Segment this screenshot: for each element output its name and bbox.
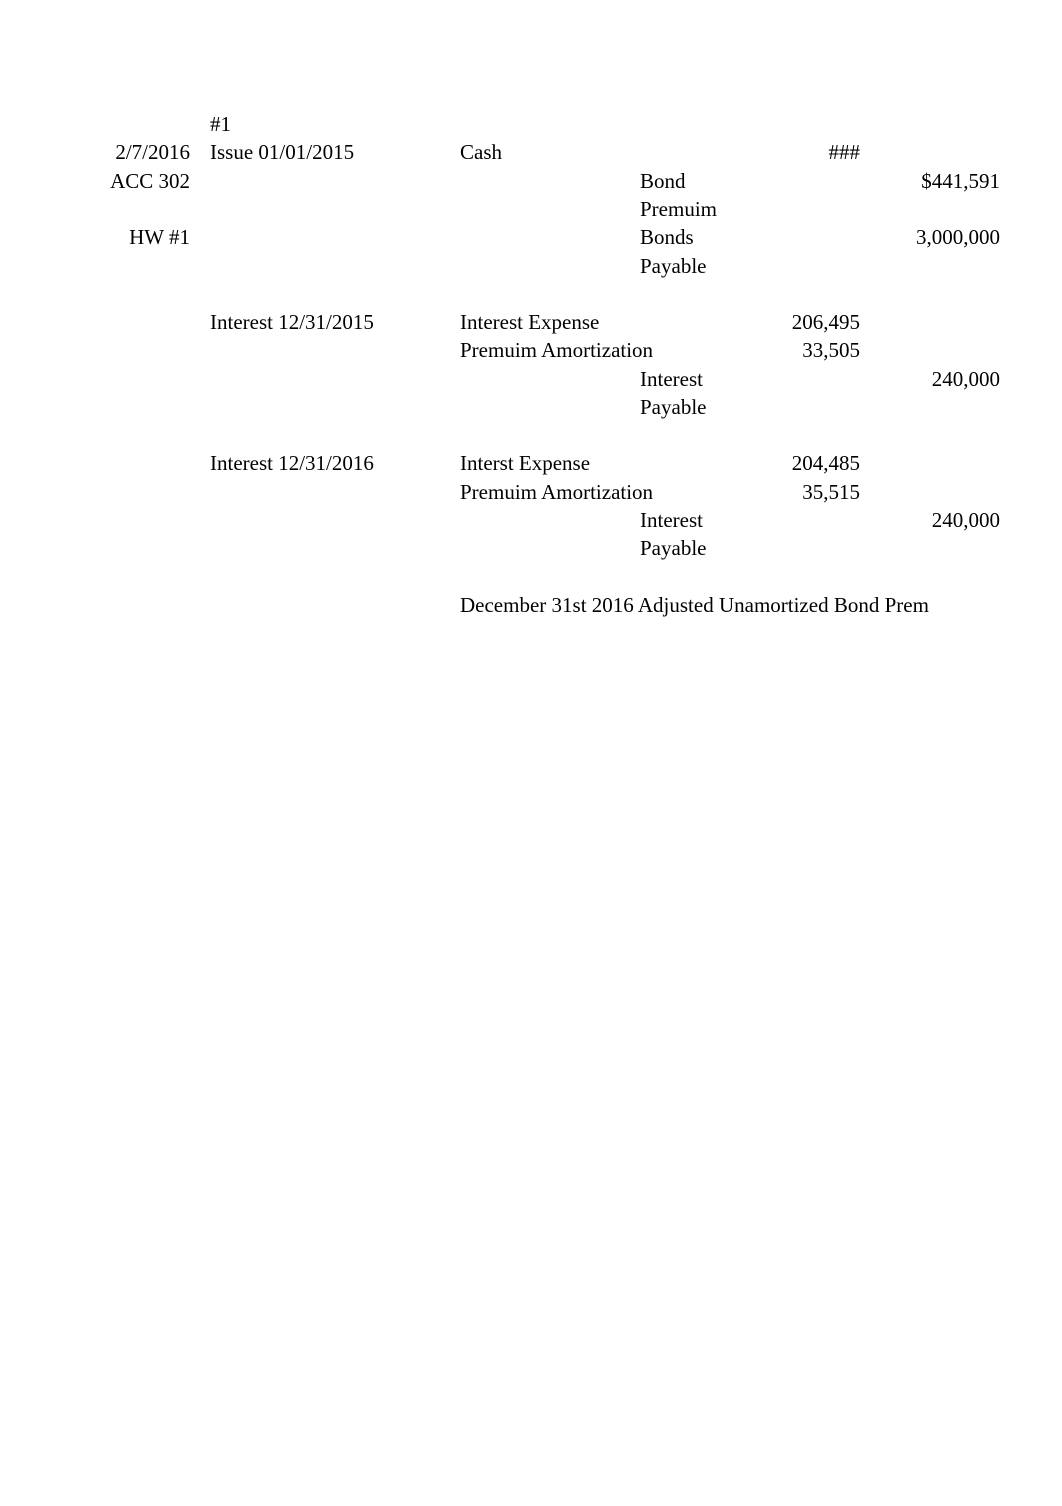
doc-hw: HW #1 xyxy=(50,223,210,280)
doc-course: ACC 302 xyxy=(50,167,210,224)
credit-amount xyxy=(870,308,1000,336)
blank-cell xyxy=(50,110,210,138)
section-label: #1 xyxy=(210,110,460,138)
doc-date: 2/7/2016 xyxy=(50,138,210,166)
account-name: Cash xyxy=(460,138,640,166)
debit-amount xyxy=(740,167,870,224)
table-row: Interest 12/31/2015 Interest Expense 206… xyxy=(50,308,1032,336)
table-row: ACC 302 Bond Premuim $441,591 xyxy=(50,167,1032,224)
credit-amount xyxy=(870,138,1000,166)
debit-amount: 204,485 xyxy=(740,449,870,477)
credit-amount: 240,000 xyxy=(870,506,1000,563)
account-name: Interest Payable xyxy=(640,506,740,563)
account-name: Interest Expense xyxy=(460,308,640,336)
debit-amount: 206,495 xyxy=(740,308,870,336)
table-row: Premuim Amortization 33,505 xyxy=(50,336,1032,364)
debit-amount xyxy=(740,223,870,280)
account-name: Premuim Amortization xyxy=(460,478,740,506)
section-header-row: #1 xyxy=(50,110,1032,138)
document-page: #1 2/7/2016 Issue 01/01/2015 Cash ### AC… xyxy=(0,0,1062,619)
credit-amount xyxy=(870,449,1000,477)
credit-amount: $441,591 xyxy=(870,167,1000,224)
credit-amount: 3,000,000 xyxy=(870,223,1000,280)
table-row: Interest Payable 240,000 xyxy=(50,506,1032,563)
debit-amount: ### xyxy=(740,138,870,166)
table-row: Premuim Amortization 35,515 xyxy=(50,478,1032,506)
blank-row xyxy=(50,421,1032,449)
table-row: HW #1 Bonds Payable 3,000,000 xyxy=(50,223,1032,280)
table-row: 2/7/2016 Issue 01/01/2015 Cash ### xyxy=(50,138,1032,166)
table-row: Interest Payable 240,000 xyxy=(50,365,1032,422)
table-row: Interest 12/31/2016 Interst Expense 204,… xyxy=(50,449,1032,477)
account-name: Bonds Payable xyxy=(640,223,740,280)
debit-amount: 35,515 xyxy=(740,478,870,506)
debit-amount xyxy=(740,506,870,563)
debit-amount: 33,505 xyxy=(740,336,870,364)
entry-label: Issue 01/01/2015 xyxy=(210,138,460,166)
debit-amount xyxy=(740,365,870,422)
footer-note: December 31st 2016 Adjusted Unamortized … xyxy=(460,591,1032,619)
blank-row xyxy=(50,280,1032,308)
account-name: Bond Premuim xyxy=(640,167,740,224)
account-name: Interest Payable xyxy=(640,365,740,422)
account-name: Premuim Amortization xyxy=(460,336,740,364)
footer-note-row: December 31st 2016 Adjusted Unamortized … xyxy=(50,591,1032,619)
entry-label: Interest 12/31/2016 xyxy=(210,449,460,477)
credit-amount xyxy=(870,478,1000,506)
entry-label: Interest 12/31/2015 xyxy=(210,308,460,336)
account-name: Interst Expense xyxy=(460,449,640,477)
credit-amount: 240,000 xyxy=(870,365,1000,422)
credit-amount xyxy=(870,336,1000,364)
